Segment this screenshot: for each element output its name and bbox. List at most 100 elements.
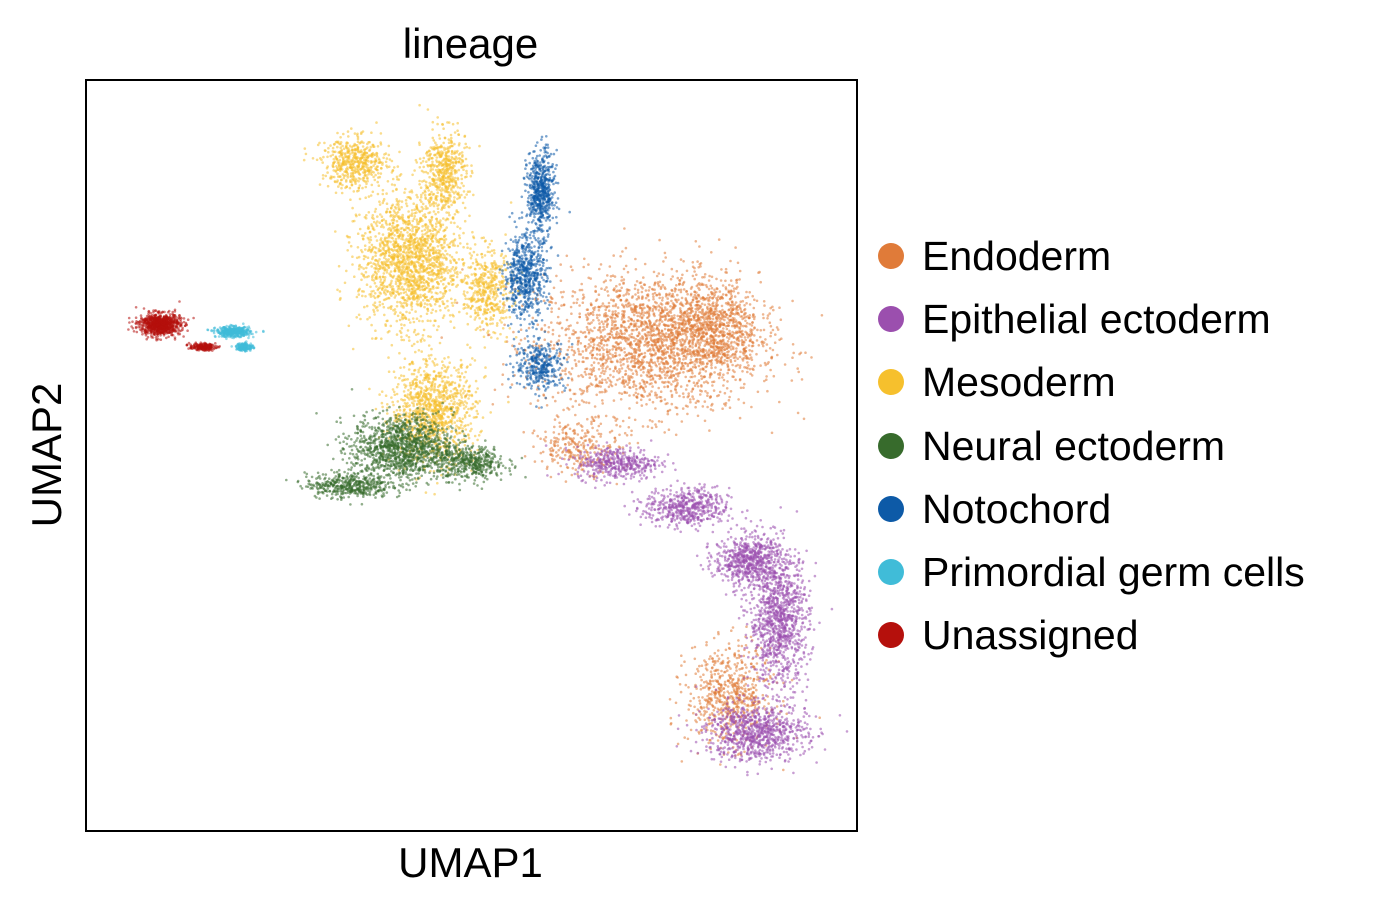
scatter-point xyxy=(771,677,774,681)
scatter-point xyxy=(723,352,727,355)
scatter-point xyxy=(491,403,495,406)
scatter-point xyxy=(741,370,744,373)
scatter-point xyxy=(737,313,741,316)
scatter-point xyxy=(664,366,667,370)
scatter-point xyxy=(713,651,717,655)
scatter-point xyxy=(748,353,752,357)
scatter-point xyxy=(634,257,637,261)
scatter-point xyxy=(786,610,789,613)
scatter-point xyxy=(675,368,679,371)
scatter-point xyxy=(702,350,705,354)
scatter-point xyxy=(660,329,664,333)
scatter-point xyxy=(627,416,631,420)
scatter-point xyxy=(646,331,649,334)
scatter-point xyxy=(601,356,605,360)
scatter-point xyxy=(658,367,662,371)
scatter-point xyxy=(625,434,629,437)
scatter-point xyxy=(656,327,659,330)
scatter-point xyxy=(794,668,798,671)
scatter-point xyxy=(793,615,797,618)
scatter-point xyxy=(721,293,725,296)
scatter-point xyxy=(749,687,752,691)
scatter-point xyxy=(634,350,638,354)
scatter-point xyxy=(710,692,713,696)
scatter-point xyxy=(636,314,639,318)
scatter-point xyxy=(722,702,726,706)
scatter-point xyxy=(787,753,790,756)
scatter-point xyxy=(765,601,769,604)
scatter-point xyxy=(647,313,651,316)
scatter-point xyxy=(705,668,709,672)
scatter-point xyxy=(770,431,774,435)
scatter-point xyxy=(730,290,733,293)
scatter-point xyxy=(553,418,557,421)
scatter-point xyxy=(620,367,624,370)
scatter-point xyxy=(730,312,734,315)
scatter-point xyxy=(790,584,794,588)
scatter-point xyxy=(690,355,693,358)
scatter-point xyxy=(666,380,670,384)
scatter-point xyxy=(796,578,800,581)
scatter-point xyxy=(659,339,662,342)
scatter-point xyxy=(613,354,617,358)
scatter-point xyxy=(682,342,686,345)
scatter-point xyxy=(649,338,653,342)
scatter-point xyxy=(674,323,677,326)
scatter-point xyxy=(679,690,683,694)
scatter-point xyxy=(756,328,759,332)
scatter-point xyxy=(648,419,652,422)
scatter-point xyxy=(805,610,809,613)
scatter-point xyxy=(807,652,810,656)
scatter-point xyxy=(567,327,570,331)
scatter-point xyxy=(774,333,777,336)
scatter-point xyxy=(780,337,783,341)
scatter-point xyxy=(622,267,626,271)
scatter-point xyxy=(562,408,565,412)
scatter-point xyxy=(646,333,650,337)
scatter-point xyxy=(544,430,547,434)
scatter-point xyxy=(801,621,805,624)
scatter-point xyxy=(666,412,670,416)
scatter-point xyxy=(627,426,631,429)
scatter-point xyxy=(641,425,645,428)
scatter-point xyxy=(684,683,688,687)
scatter-point xyxy=(767,702,770,705)
scatter-point xyxy=(743,349,747,353)
scatter-point xyxy=(815,761,818,764)
scatter-point xyxy=(589,351,592,355)
scatter-point xyxy=(602,344,606,347)
scatter-point xyxy=(552,431,556,434)
scatter-point xyxy=(635,325,638,328)
scatter-point xyxy=(701,405,705,408)
scatter-point xyxy=(798,557,801,561)
scatter-point xyxy=(775,664,778,668)
scatter-point xyxy=(698,718,702,721)
scatter-point xyxy=(660,308,664,311)
scatter-point xyxy=(569,397,572,401)
scatter-point xyxy=(676,364,679,367)
scatter-point xyxy=(560,470,564,474)
scatter-point xyxy=(646,345,649,348)
scatter-point xyxy=(556,461,560,465)
scatter-point xyxy=(561,450,565,453)
scatter-point xyxy=(670,349,673,353)
scatter-point xyxy=(733,317,736,320)
scatter-point xyxy=(570,367,574,370)
scatter-point xyxy=(675,284,678,287)
scatter-point xyxy=(747,655,750,659)
scatter-point xyxy=(805,599,808,603)
scatter-point xyxy=(606,317,610,321)
scatter-point xyxy=(674,288,677,291)
scatter-point xyxy=(736,261,740,265)
scatter-point xyxy=(687,318,690,322)
scatter-point xyxy=(653,282,657,285)
scatter-point xyxy=(695,319,698,322)
scatter-point xyxy=(693,705,696,709)
scatter-point xyxy=(599,422,603,426)
scatter-point xyxy=(723,359,727,362)
scatter-point xyxy=(549,300,552,304)
scatter-point xyxy=(703,375,706,378)
scatter-point xyxy=(557,432,561,436)
scatter-point xyxy=(617,445,621,449)
scatter-point xyxy=(702,706,706,709)
